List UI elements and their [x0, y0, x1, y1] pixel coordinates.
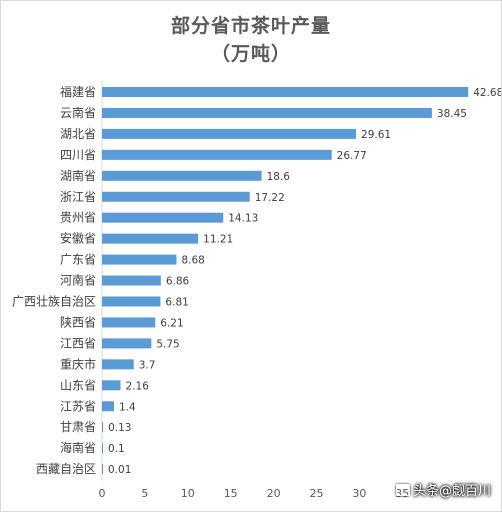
data-label: 2.16 [126, 380, 150, 392]
data-label: 3.7 [139, 359, 156, 371]
category-label: 江苏省 [60, 399, 96, 413]
bar [102, 317, 156, 328]
data-label: 0.13 [108, 422, 131, 434]
category-label: 甘肃省 [60, 420, 96, 434]
x-tick-label: 20 [267, 487, 281, 500]
x-tick-label: 30 [352, 487, 366, 500]
bar [102, 359, 134, 370]
category-label: 重庆市 [60, 356, 96, 371]
data-label: 8.68 [181, 255, 204, 267]
category-label: 广东省 [60, 253, 96, 267]
data-label: 29.61 [361, 129, 391, 141]
data-label: 6.21 [160, 317, 183, 329]
bar [102, 87, 469, 97]
category-label: 贵州省 [60, 211, 96, 225]
data-label: 26.77 [337, 150, 367, 162]
bar [102, 296, 161, 307]
x-tick-label: 10 [181, 487, 195, 500]
category-label: 湖北省 [60, 126, 96, 141]
x-tick-label: 15 [224, 487, 238, 500]
category-label: 四川省 [60, 148, 96, 162]
category-label: 海南省 [60, 440, 96, 455]
x-tick-label: 0 [99, 487, 106, 500]
x-tick-label: 5 [141, 487, 148, 500]
data-label: 17.22 [255, 192, 285, 204]
category-label: 浙江省 [60, 190, 96, 204]
bar [102, 422, 104, 433]
watermark: 头条@觑百川 [395, 480, 491, 499]
bar [102, 233, 199, 244]
bar [102, 443, 103, 454]
bar [102, 464, 103, 475]
category-label: 安徽省 [60, 231, 96, 246]
category-label: 河南省 [60, 273, 96, 288]
bar [102, 275, 161, 286]
bar [102, 212, 224, 223]
category-label: 广西壮族自治区 [12, 295, 96, 309]
x-tick-label: 35 [395, 487, 409, 500]
category-label: 江西省 [60, 336, 96, 350]
bar [102, 107, 432, 118]
data-label: 14.13 [228, 213, 258, 225]
data-label: 5.75 [156, 338, 179, 350]
data-label: 38.45 [437, 108, 467, 120]
bar [102, 170, 262, 181]
chart-subtitle: （万吨） [210, 43, 291, 65]
bar [102, 191, 250, 202]
camera-icon [395, 483, 410, 496]
category-label: 西藏自治区 [36, 462, 96, 476]
data-label: 42.68 [473, 87, 501, 99]
watermark-text: 头条@觑百川 [412, 484, 491, 499]
x-tick-label: 25 [310, 487, 324, 500]
bar [102, 128, 357, 139]
bar [102, 380, 121, 391]
data-label: 0.1 [108, 443, 125, 455]
bar [102, 254, 177, 265]
chart-title: 部分省市茶叶产量 [170, 15, 331, 37]
category-label: 山东省 [60, 378, 96, 392]
data-label: 11.21 [203, 234, 233, 246]
data-label: 6.86 [166, 276, 190, 288]
bar [102, 401, 115, 412]
data-label: 1.4 [119, 401, 136, 413]
data-label: 6.81 [165, 297, 188, 309]
bar [102, 149, 332, 160]
category-label: 福建省 [60, 84, 96, 99]
category-label: 湖南省 [60, 168, 96, 183]
data-label: 0.01 [108, 464, 131, 476]
bar [102, 338, 152, 349]
category-label: 云南省 [60, 105, 96, 120]
data-label: 18.6 [267, 171, 291, 183]
category-label: 陕西省 [60, 314, 96, 329]
